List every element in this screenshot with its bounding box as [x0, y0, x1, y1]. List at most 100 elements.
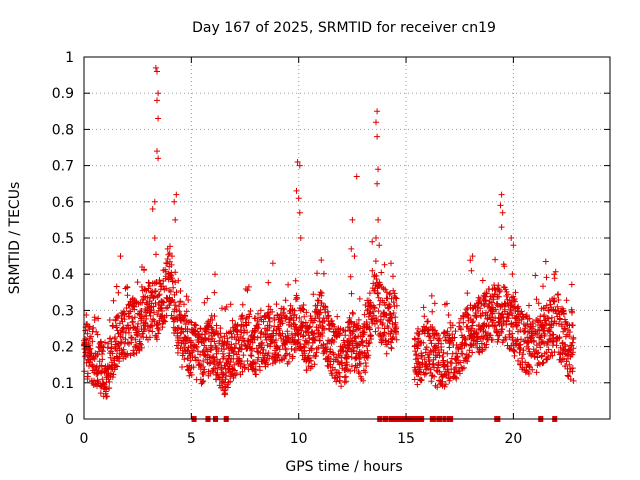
data-point: [384, 341, 391, 348]
data-point: [211, 289, 218, 296]
data-point: [487, 332, 494, 339]
data-point: [287, 302, 294, 309]
data-point: [94, 351, 101, 358]
data-point: [301, 313, 308, 320]
data-point: [533, 296, 540, 303]
data-point: [303, 367, 310, 374]
data-point: [236, 355, 243, 362]
data-point: [124, 350, 131, 357]
data-point: [529, 334, 536, 341]
data-point: [312, 352, 319, 359]
data-point: [121, 316, 128, 323]
data-point: [211, 313, 218, 320]
data-point: [183, 293, 190, 300]
data-point: [375, 308, 382, 315]
data-point: [266, 322, 273, 329]
data-point: [479, 348, 486, 355]
data-point: [200, 363, 207, 370]
data-point: [190, 347, 197, 354]
data-point: [237, 363, 244, 370]
data-point: [109, 374, 116, 381]
data-point: [171, 198, 178, 205]
data-point: [357, 354, 364, 361]
data-point: [570, 345, 577, 352]
data-point: [104, 393, 111, 400]
data-point: [356, 370, 363, 377]
data-point: [508, 235, 515, 241]
data-point: [515, 303, 522, 310]
data-point: [541, 312, 548, 319]
data-point: [480, 301, 487, 308]
data-point: [414, 345, 421, 352]
data-point: [467, 327, 474, 334]
data-point: [355, 368, 362, 375]
data-point: [371, 304, 378, 311]
data-point: [150, 303, 157, 310]
data-point: [329, 372, 336, 379]
data-point: [151, 198, 158, 205]
data-point: [90, 324, 97, 331]
data-point: [351, 347, 357, 354]
data-point: [125, 301, 132, 308]
data-point: [149, 206, 156, 212]
data-point: [107, 354, 114, 361]
data-point: [364, 347, 371, 354]
data-point: [270, 327, 277, 334]
data-point: [361, 329, 368, 336]
data-point: [495, 336, 502, 343]
axis-ticks: 00.10.20.30.40.50.60.70.80.910 5 10 15 20: [52, 50, 610, 447]
data-point: [204, 295, 211, 302]
data-point: [206, 320, 213, 327]
data-point: [244, 329, 251, 336]
data-point: [331, 323, 338, 330]
data-point: [113, 324, 120, 331]
data-point: [155, 330, 162, 337]
data-point: [566, 333, 573, 340]
data-point: [393, 295, 400, 302]
data-point: [118, 338, 125, 345]
data-point: [431, 300, 438, 307]
data-point: [332, 366, 338, 373]
data-point: [334, 374, 341, 381]
data-point: [147, 334, 153, 341]
data-point: [451, 334, 458, 341]
data-point: [155, 115, 162, 122]
data-point: [419, 352, 426, 359]
data-point: [320, 270, 327, 277]
data-point: [529, 366, 536, 373]
data-point: [543, 320, 550, 327]
data-point: [152, 64, 159, 71]
data-point: [421, 371, 428, 378]
data-point: [499, 209, 506, 216]
data-point: [351, 253, 358, 260]
data-point: [88, 333, 94, 340]
data-point: [325, 312, 332, 319]
data-point: [218, 366, 225, 373]
data-point: [294, 295, 301, 302]
data-point: [86, 323, 93, 330]
data-point: [152, 288, 159, 294]
data-point: [197, 326, 204, 332]
data-point: [568, 281, 575, 288]
data-point: [320, 325, 327, 332]
data-point: [234, 331, 241, 338]
data-point: [427, 333, 434, 339]
data-point: [532, 272, 539, 279]
data-point: [118, 315, 125, 322]
data-point: [438, 340, 445, 347]
data-point: [245, 283, 252, 290]
data-point: [233, 327, 240, 334]
data-point: [441, 362, 448, 369]
data-point: [365, 313, 372, 320]
data-point: [112, 334, 118, 341]
data-point: [257, 367, 263, 374]
data-point: [308, 345, 315, 352]
data-point: [498, 224, 505, 231]
data-points: [80, 64, 577, 422]
x-tick-label: 10: [290, 431, 308, 447]
data-point: [219, 350, 226, 357]
data-point: [246, 313, 253, 320]
data-point: [258, 340, 265, 347]
data-point: [296, 209, 303, 216]
